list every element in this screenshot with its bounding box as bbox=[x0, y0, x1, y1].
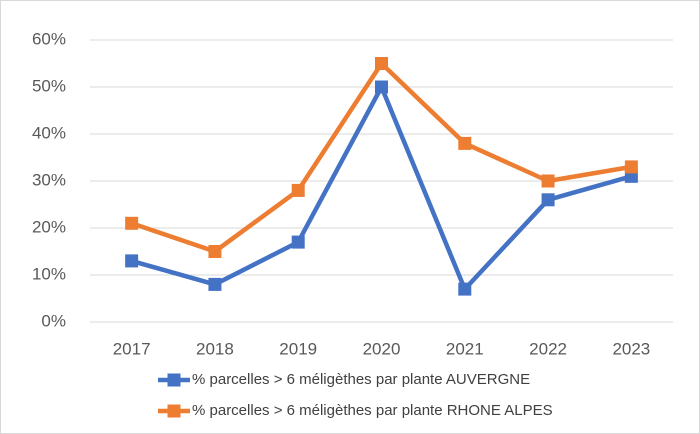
point-marker bbox=[125, 216, 139, 230]
y-tick-label: 40% bbox=[32, 123, 66, 142]
point-marker bbox=[208, 245, 222, 258]
legend-marker bbox=[167, 404, 181, 418]
point-marker bbox=[458, 136, 472, 150]
point-marker bbox=[541, 174, 555, 188]
legend-label: % parcelles > 6 méligèthes par plante AU… bbox=[192, 371, 530, 388]
x-tick-label: 2018 bbox=[196, 339, 234, 358]
point-marker bbox=[624, 160, 638, 174]
point-marker bbox=[541, 193, 555, 207]
point-marker bbox=[291, 183, 305, 197]
point-marker bbox=[375, 80, 388, 94]
x-tick-label: 2020 bbox=[363, 339, 401, 358]
point-marker bbox=[458, 282, 472, 296]
legend-marker bbox=[167, 373, 181, 387]
point-marker bbox=[208, 277, 222, 291]
y-tick-label: 30% bbox=[32, 170, 66, 189]
x-tick-label: 2017 bbox=[113, 339, 151, 358]
point-marker bbox=[291, 235, 305, 249]
x-tick-label: 2022 bbox=[529, 339, 567, 358]
y-tick-label: 10% bbox=[32, 264, 66, 283]
point-marker bbox=[375, 57, 388, 70]
y-tick-label: 50% bbox=[32, 76, 66, 95]
x-tick-label: 2021 bbox=[446, 339, 484, 358]
y-tick-label: 20% bbox=[32, 217, 66, 236]
x-tick-label: 2023 bbox=[612, 339, 650, 358]
point-marker bbox=[125, 254, 139, 268]
x-tick-label: 2019 bbox=[279, 339, 317, 358]
legend-label: % parcelles > 6 méligèthes par plante RH… bbox=[192, 402, 553, 419]
y-tick-label: 0% bbox=[41, 311, 66, 330]
y-tick-label: 60% bbox=[32, 29, 66, 48]
